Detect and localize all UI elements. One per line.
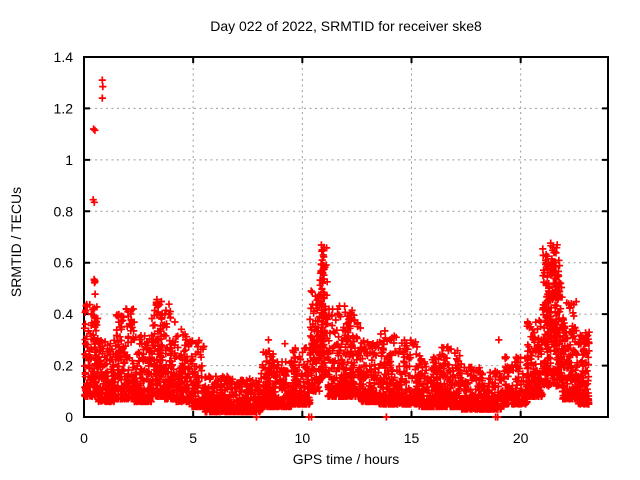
- x-tick-label: 20: [513, 430, 529, 446]
- x-tick-label: 10: [295, 430, 311, 446]
- y-tick-label: 0: [65, 409, 73, 425]
- y-tick-label: 0.2: [54, 358, 74, 374]
- x-tick-labels: 0 5 10 15 20: [80, 430, 529, 446]
- x-tick-label: 5: [189, 430, 197, 446]
- y-tick-label: 1.2: [54, 100, 74, 116]
- x-axis-label: GPS time / hours: [293, 451, 400, 467]
- y-tick-label: 0.4: [54, 306, 74, 322]
- y-tick-label: 1: [65, 152, 73, 168]
- data-point-markers: [81, 76, 593, 421]
- axis-ticks: [83, 56, 608, 418]
- scatter-points: [81, 76, 593, 421]
- y-tick-labels: 0 0.2 0.4 0.6 0.8 1 1.2 1.4: [54, 49, 74, 425]
- plot-border-and-ticks: [83, 56, 609, 418]
- x-tick-label: 15: [404, 430, 420, 446]
- y-tick-label: 0.8: [54, 203, 74, 219]
- y-tick-label: 1.4: [54, 49, 74, 65]
- x-tick-label: 0: [80, 430, 88, 446]
- y-axis-label: SRMTID / TECUs: [8, 187, 24, 297]
- chart-title: Day 022 of 2022, SRMTID for receiver ske…: [210, 18, 482, 34]
- y-tick-label: 0.6: [54, 255, 74, 271]
- plot-border: [83, 56, 609, 418]
